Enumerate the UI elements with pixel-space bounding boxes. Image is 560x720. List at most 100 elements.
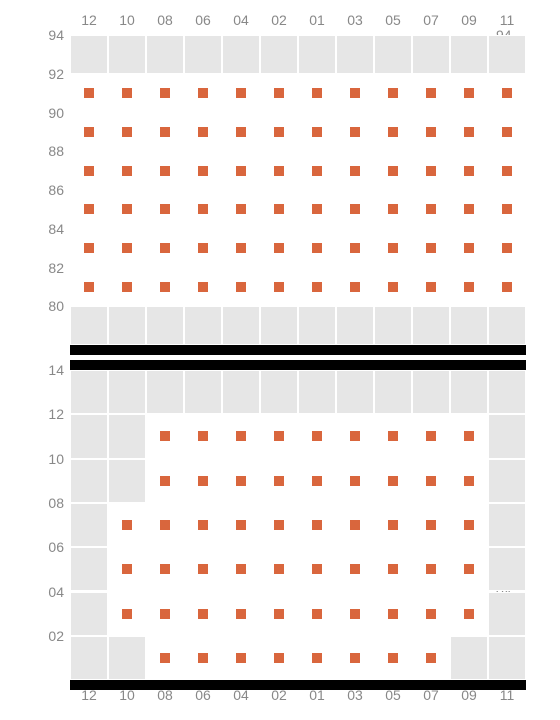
seat-cell[interactable] [108, 503, 146, 547]
seat-cell[interactable] [374, 268, 412, 307]
seat-cell[interactable] [146, 459, 184, 503]
seat-cell[interactable] [222, 636, 260, 680]
seat-cell[interactable] [184, 547, 222, 591]
seat-cell[interactable] [336, 151, 374, 190]
seat-cell[interactable] [336, 74, 374, 113]
seat-cell[interactable] [412, 151, 450, 190]
seat-cell[interactable] [298, 113, 336, 152]
seat-cell[interactable] [260, 190, 298, 229]
seat-cell[interactable] [336, 592, 374, 636]
seat-cell[interactable] [374, 503, 412, 547]
seat-cell[interactable] [298, 190, 336, 229]
seat-cell[interactable] [222, 547, 260, 591]
seat-cell[interactable] [298, 74, 336, 113]
seat-cell[interactable] [488, 190, 526, 229]
seat-cell[interactable] [146, 190, 184, 229]
seat-cell[interactable] [222, 459, 260, 503]
seat-cell[interactable] [108, 74, 146, 113]
seat-cell[interactable] [108, 190, 146, 229]
seat-cell[interactable] [260, 151, 298, 190]
seat-cell[interactable] [336, 547, 374, 591]
seat-cell[interactable] [298, 592, 336, 636]
seat-cell[interactable] [146, 503, 184, 547]
seat-cell[interactable] [298, 229, 336, 268]
seat-cell[interactable] [108, 268, 146, 307]
seat-cell[interactable] [70, 151, 108, 190]
seat-cell[interactable] [412, 113, 450, 152]
seat-cell[interactable] [412, 459, 450, 503]
seat-cell[interactable] [260, 414, 298, 458]
seat-cell[interactable] [298, 503, 336, 547]
seat-cell[interactable] [374, 547, 412, 591]
seat-cell[interactable] [488, 229, 526, 268]
seat-cell[interactable] [108, 151, 146, 190]
seat-cell[interactable] [260, 636, 298, 680]
seat-cell[interactable] [450, 113, 488, 152]
seat-cell[interactable] [184, 636, 222, 680]
seat-cell[interactable] [450, 592, 488, 636]
seat-cell[interactable] [298, 268, 336, 307]
seat-cell[interactable] [260, 547, 298, 591]
seat-cell[interactable] [374, 592, 412, 636]
seat-cell[interactable] [450, 229, 488, 268]
seat-cell[interactable] [108, 229, 146, 268]
seat-cell[interactable] [450, 547, 488, 591]
seat-cell[interactable] [108, 592, 146, 636]
seat-cell[interactable] [412, 592, 450, 636]
seat-cell[interactable] [336, 113, 374, 152]
seat-cell[interactable] [260, 74, 298, 113]
seat-cell[interactable] [298, 636, 336, 680]
seat-cell[interactable] [70, 113, 108, 152]
seat-cell[interactable] [374, 113, 412, 152]
seat-cell[interactable] [184, 459, 222, 503]
seat-cell[interactable] [146, 547, 184, 591]
seat-cell[interactable] [184, 74, 222, 113]
seat-cell[interactable] [260, 268, 298, 307]
seat-cell[interactable] [184, 151, 222, 190]
seat-cell[interactable] [222, 74, 260, 113]
seat-cell[interactable] [298, 151, 336, 190]
seat-cell[interactable] [488, 113, 526, 152]
seat-cell[interactable] [412, 268, 450, 307]
seat-cell[interactable] [488, 151, 526, 190]
seat-cell[interactable] [374, 414, 412, 458]
seat-cell[interactable] [184, 414, 222, 458]
seat-cell[interactable] [374, 229, 412, 268]
seat-cell[interactable] [146, 229, 184, 268]
seat-cell[interactable] [450, 268, 488, 307]
seat-cell[interactable] [184, 229, 222, 268]
seat-cell[interactable] [70, 268, 108, 307]
seat-cell[interactable] [108, 113, 146, 152]
seat-cell[interactable] [336, 414, 374, 458]
seat-cell[interactable] [374, 636, 412, 680]
seat-cell[interactable] [70, 229, 108, 268]
seat-cell[interactable] [146, 414, 184, 458]
seat-cell[interactable] [412, 190, 450, 229]
seat-cell[interactable] [222, 151, 260, 190]
seat-cell[interactable] [184, 592, 222, 636]
seat-cell[interactable] [450, 459, 488, 503]
seat-cell[interactable] [336, 190, 374, 229]
seat-cell[interactable] [336, 636, 374, 680]
seat-cell[interactable] [412, 636, 450, 680]
seat-cell[interactable] [374, 459, 412, 503]
seat-cell[interactable] [222, 190, 260, 229]
seat-cell[interactable] [146, 151, 184, 190]
seat-cell[interactable] [298, 459, 336, 503]
seat-cell[interactable] [184, 268, 222, 307]
seat-cell[interactable] [260, 229, 298, 268]
seat-cell[interactable] [184, 190, 222, 229]
seat-cell[interactable] [146, 636, 184, 680]
seat-cell[interactable] [260, 592, 298, 636]
seat-cell[interactable] [374, 74, 412, 113]
seat-cell[interactable] [336, 503, 374, 547]
seat-cell[interactable] [222, 592, 260, 636]
seat-cell[interactable] [260, 503, 298, 547]
seat-cell[interactable] [412, 547, 450, 591]
seat-cell[interactable] [222, 268, 260, 307]
seat-cell[interactable] [336, 229, 374, 268]
seat-cell[interactable] [488, 74, 526, 113]
seat-cell[interactable] [374, 151, 412, 190]
seat-cell[interactable] [488, 268, 526, 307]
seat-cell[interactable] [450, 503, 488, 547]
